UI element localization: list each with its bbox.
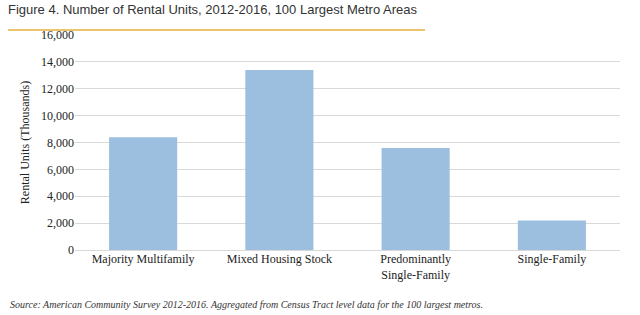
svg-text:Single-Family: Single-Family — [518, 252, 587, 266]
svg-text:4,000: 4,000 — [47, 189, 74, 203]
svg-text:2,000: 2,000 — [47, 216, 74, 230]
svg-text:6,000: 6,000 — [47, 163, 74, 177]
svg-text:Rental Units (Thousands): Rental Units (Thousands) — [18, 81, 32, 204]
svg-text:10,000: 10,000 — [41, 109, 74, 123]
svg-text:PredominantlySingle-Family: PredominantlySingle-Family — [380, 252, 451, 282]
svg-text:12,000: 12,000 — [41, 82, 74, 96]
svg-text:16,000: 16,000 — [41, 28, 74, 42]
svg-text:Majority Multifamily: Majority Multifamily — [92, 252, 195, 266]
svg-text:14,000: 14,000 — [41, 55, 74, 69]
svg-text:0: 0 — [68, 243, 74, 257]
svg-text:Source: American Community Sur: Source: American Community Survey 2012-2… — [10, 299, 483, 310]
svg-text:Figure 4. Number of Rental Uni: Figure 4. Number of Rental Units, 2012-2… — [8, 2, 417, 17]
svg-text:Mixed Housing Stock: Mixed Housing Stock — [227, 252, 332, 266]
svg-text:8,000: 8,000 — [47, 136, 74, 150]
